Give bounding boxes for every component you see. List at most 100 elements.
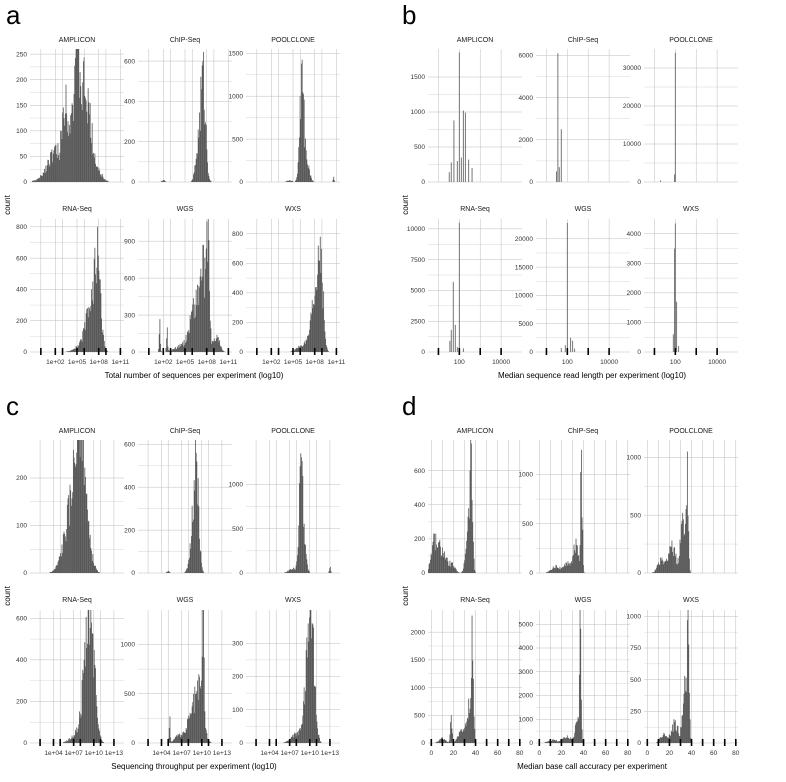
histogram-bar [444,740,446,743]
histogram-bar [287,740,289,743]
histogram-bar [67,498,69,573]
histogram-bar [201,567,203,573]
histogram-bar [88,307,90,352]
histogram-bar [316,721,318,743]
x-axis-title: Total number of sequences per experiment… [105,371,284,380]
y-tick-label: 0 [529,570,533,577]
histogram-bar [98,572,100,573]
histogram-bar [191,505,193,573]
histogram-bar [88,520,90,573]
histogram-bar [301,63,302,182]
y-tick-label: 0 [239,179,243,186]
histogram-bar [563,738,565,743]
histogram-bar [462,568,464,573]
y-tick-label: 0 [131,740,135,747]
histogram-bar [288,180,290,182]
histogram-bar [187,331,188,352]
histogram-bar [581,729,583,743]
histogram-bar [464,560,466,573]
histogram-bar [566,565,568,573]
histogram-bar [580,628,582,743]
histogram-bar [299,95,301,182]
histogram-bar [192,522,194,573]
histogram-bar [444,551,445,573]
histogram-bar [164,180,166,182]
histogram-bar [675,553,677,573]
facet-amplicon: AMPLICON 0 100 200 [16,428,124,577]
histogram-bar [188,715,190,743]
histogram-bar [34,180,35,182]
histogram-bar [570,562,572,573]
histogram-bars [66,226,109,352]
x-tick-label: 100 [670,359,681,366]
histogram-bar [198,285,200,352]
histogram-bar [75,49,77,182]
y-tick-label: 0 [637,179,641,186]
x-tick-label: 1e+04 [44,750,63,757]
histogram-bar [582,529,584,573]
y-tick-label: 500 [232,526,243,533]
x-axis-title: Median sequence read length per experime… [498,371,686,380]
histogram-bar [99,730,100,743]
histogram-bar [74,348,76,352]
facet-title: ChIP-Seq [568,37,598,44]
histogram-bar [191,713,192,743]
histogram-bar [449,734,451,743]
x-tick-label: 1e+10 [301,750,320,757]
x-tick-label: 1e+07 [173,750,192,757]
histogram-bar [221,347,223,352]
histogram-bar [324,331,326,352]
histogram-bar [98,728,100,743]
histogram-bar [191,536,192,573]
histogram-bars [560,222,576,352]
histogram-bar [98,270,100,352]
histogram-bar [84,642,86,743]
histogram-bar [561,568,563,573]
y-tick-label: 1000 [229,93,244,100]
histogram-bar [292,181,294,182]
histogram-bar [185,342,186,352]
histogram-bar [555,740,557,743]
histogram-bar [301,724,302,743]
histogram-bar [105,180,107,182]
histogram-bar [87,123,88,182]
histogram-bar [576,545,578,573]
x-tick-label: 0 [430,750,434,757]
y-tick-label: 5000 [411,288,426,295]
histogram-bar [92,633,94,743]
histogram-bar [455,739,457,743]
histogram-bar [317,245,319,352]
histogram-bar [207,219,209,352]
facet-title: AMPLICON [457,428,494,435]
histogram-bar [188,330,190,352]
histogram-bar [101,332,103,352]
histogram-bar [548,741,549,743]
histogram-bar [33,180,35,182]
histogram-bar [325,345,327,352]
histogram-bar [71,498,73,573]
histogram-bar [54,568,56,573]
histogram-bar [64,536,66,573]
histogram-bar [100,293,102,352]
histogram-bar [103,334,105,352]
histogram-bar [189,557,190,573]
histogram-bar [473,716,475,743]
histogram-bar [201,89,202,182]
histogram-bar [676,725,678,743]
histogram-bar [295,733,296,743]
histogram-bar [91,300,93,352]
histogram-bar [572,340,574,352]
histogram-bar [69,133,71,182]
histogram-bar [305,650,307,743]
histogram-bars [49,440,100,573]
histogram-bar [578,674,580,743]
histogram-bars [284,453,332,573]
histogram-bars [168,610,212,743]
histogram-bar [305,150,307,182]
histogram-bar [187,332,189,352]
y-tick-label: 400 [414,502,425,509]
histogram-bar [558,741,559,743]
histogram-bar [568,737,570,743]
histogram-bar [298,345,300,352]
y-tick-label: 600 [124,275,135,282]
